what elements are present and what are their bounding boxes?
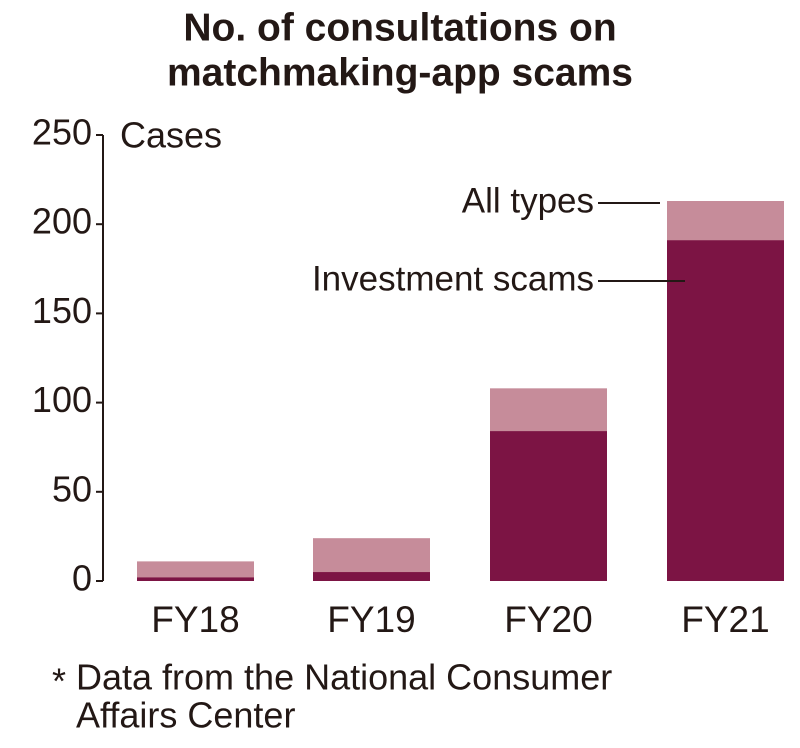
note: Data from the National Consumer xyxy=(76,657,612,698)
bar xyxy=(313,572,430,581)
y-tick-label: 150 xyxy=(32,290,92,331)
y-axis-label: Cases xyxy=(120,115,222,156)
x-tick-label: FY18 xyxy=(151,599,239,640)
bar xyxy=(137,561,254,581)
x-tick-label: FY20 xyxy=(504,599,592,640)
y-tick-label: 50 xyxy=(52,468,92,509)
y-tick-label: 200 xyxy=(32,201,92,242)
x-tick-label: FY19 xyxy=(327,599,415,640)
y-tick-label: 100 xyxy=(32,379,92,420)
bar xyxy=(667,240,784,582)
y-tick-label: 0 xyxy=(72,558,92,599)
note: Affairs Center xyxy=(76,695,295,736)
legend-label: All types xyxy=(462,181,594,220)
x-tick-label: FY21 xyxy=(681,599,769,640)
bar xyxy=(137,577,254,581)
chart-title: matchmaking-app scams xyxy=(167,51,633,94)
note-marker: * xyxy=(52,661,66,702)
bar xyxy=(490,431,607,581)
legend-label: Investment scams xyxy=(312,259,594,298)
chart-title: No. of consultations on xyxy=(183,6,616,49)
y-tick-label: 250 xyxy=(32,112,92,153)
